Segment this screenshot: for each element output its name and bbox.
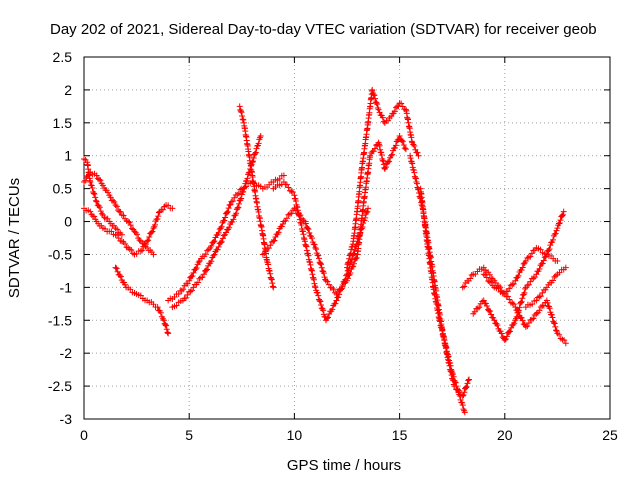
- grid: [84, 57, 610, 419]
- x-tick-label: 15: [392, 427, 408, 443]
- series-marks: [165, 172, 287, 304]
- series-marks: [81, 156, 125, 238]
- y-axis-label: SDTVAR / TECUs: [6, 178, 23, 298]
- y-tick-label: -1: [60, 279, 73, 295]
- series-marks: [112, 264, 172, 337]
- series-marks: [81, 202, 176, 258]
- series-marks: [344, 86, 422, 271]
- series-track-k: [354, 132, 409, 258]
- series-track-d: [112, 264, 172, 337]
- series-track-j: [344, 86, 422, 271]
- x-tick-label: 25: [602, 427, 618, 443]
- y-tick-label: -2.5: [48, 378, 72, 394]
- series-marks: [354, 132, 409, 258]
- series-marks: [480, 271, 569, 347]
- series-marks: [407, 152, 473, 399]
- x-tick-label: 10: [287, 427, 303, 443]
- series-track-l: [407, 152, 473, 399]
- y-tick-label: 2.5: [53, 49, 73, 65]
- y-tick-label: -1.5: [48, 312, 72, 328]
- series-track-f: [169, 132, 264, 311]
- x-tick-label: 5: [185, 427, 193, 443]
- series-track-a: [81, 202, 176, 258]
- series-marks: [417, 185, 468, 416]
- y-tick-label: 1.5: [53, 115, 73, 131]
- series-track-c: [81, 156, 125, 238]
- y-tick-label: 0.5: [53, 181, 73, 197]
- y-tick-label: -0.5: [48, 246, 72, 262]
- series-marks: [522, 264, 569, 311]
- plot-frame: [83, 56, 611, 420]
- series-track-m: [417, 185, 468, 416]
- series-marks: [236, 103, 277, 291]
- y-tick-label: 0: [64, 214, 72, 230]
- y-tick-label: -3: [60, 411, 73, 427]
- x-axis-label: GPS time / hours: [287, 457, 401, 474]
- y-tick-label: 1: [64, 148, 72, 164]
- x-tick-label: 0: [80, 427, 88, 443]
- series-track-p: [480, 271, 569, 347]
- series-marks: [169, 132, 264, 311]
- series-track-g: [236, 103, 277, 291]
- x-tick-label: 20: [497, 427, 513, 443]
- data-marks: [81, 86, 569, 416]
- y-tick-label: 2: [64, 82, 72, 98]
- y-tick-label: -2: [60, 345, 73, 361]
- series-track-q: [522, 264, 569, 311]
- series-marks: [459, 244, 561, 297]
- series-track-e: [165, 172, 287, 304]
- chart-title: Day 202 of 2021, Sidereal Day-to-day VTE…: [50, 21, 597, 38]
- axis-ticks: 0 5 10 15 20 25 -3 -2.5 -2 -1.5 -1 -0.5 0 0.5 1 1.5 2 2.5: [48, 49, 618, 443]
- series-track-n: [459, 244, 561, 297]
